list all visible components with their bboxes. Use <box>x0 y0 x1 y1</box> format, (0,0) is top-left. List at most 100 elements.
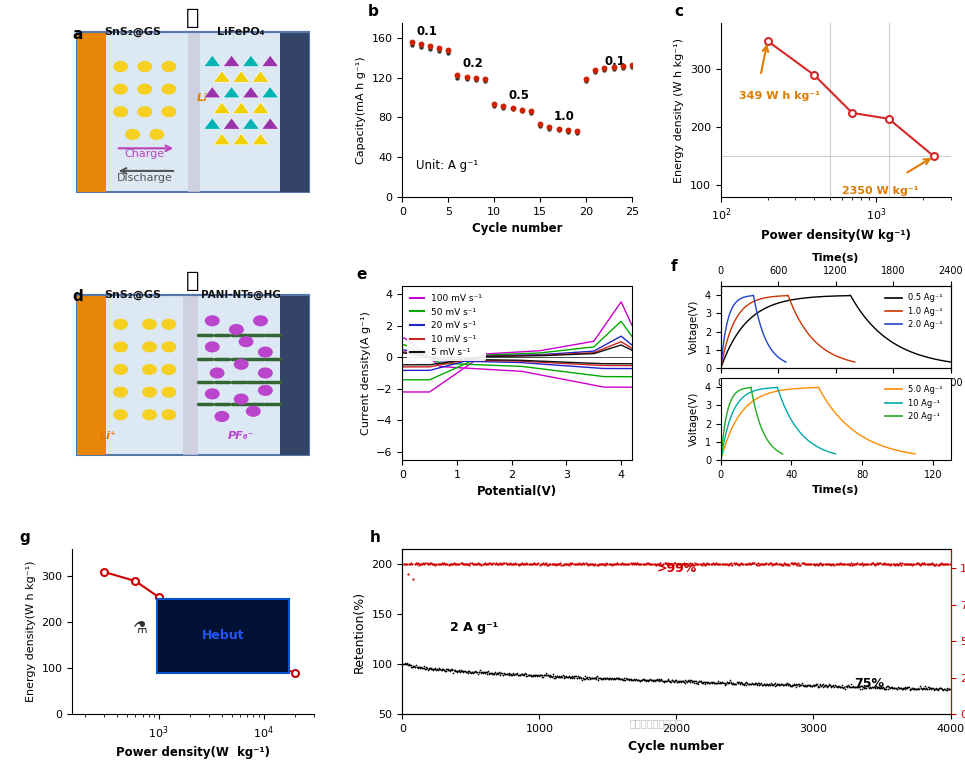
Point <box>810 558 825 571</box>
Point <box>606 63 621 75</box>
Point <box>875 558 891 570</box>
Point <box>524 670 539 683</box>
Point <box>919 558 934 570</box>
Point <box>769 678 785 690</box>
Point <box>425 663 440 675</box>
Point <box>512 669 528 681</box>
Point <box>423 662 438 674</box>
Point <box>699 677 714 690</box>
Point <box>602 672 618 684</box>
Point <box>581 673 596 685</box>
Point <box>730 676 745 688</box>
Point <box>926 684 942 696</box>
Point <box>451 664 466 677</box>
Point <box>619 672 634 684</box>
Point <box>703 677 718 689</box>
Point <box>758 677 773 690</box>
Point <box>719 676 734 688</box>
Circle shape <box>150 130 163 139</box>
Text: SnS₂@GS: SnS₂@GS <box>104 27 161 38</box>
Point <box>532 669 547 681</box>
Point <box>869 557 885 569</box>
Point <box>488 667 504 680</box>
Point <box>523 107 538 119</box>
Point <box>700 557 715 569</box>
Point <box>713 677 729 689</box>
Point <box>507 558 522 570</box>
Point <box>786 558 801 571</box>
Point <box>593 558 609 570</box>
Point <box>743 677 758 690</box>
Point <box>555 669 570 681</box>
Point <box>791 678 807 690</box>
Point <box>750 677 765 690</box>
Point <box>534 669 549 681</box>
Point <box>765 679 781 691</box>
Point <box>539 558 555 571</box>
Point <box>482 558 497 570</box>
Point <box>696 676 711 688</box>
Circle shape <box>206 389 219 399</box>
Point <box>424 663 439 675</box>
Point <box>658 674 674 687</box>
Point <box>572 670 588 683</box>
Point <box>451 664 466 676</box>
Point <box>681 674 697 687</box>
Point <box>420 662 435 674</box>
Point <box>880 683 896 695</box>
Point <box>403 558 419 570</box>
Point <box>707 677 723 689</box>
Point <box>656 677 672 689</box>
Point <box>606 672 621 684</box>
Point <box>918 683 933 695</box>
Point <box>794 558 810 570</box>
Polygon shape <box>242 55 260 67</box>
Point <box>833 681 848 694</box>
Point <box>858 682 873 694</box>
Point <box>737 558 753 570</box>
Point <box>627 674 643 687</box>
Point <box>939 684 954 696</box>
Point <box>708 677 724 690</box>
Point <box>924 558 940 570</box>
Point <box>679 676 695 688</box>
Point <box>537 558 552 570</box>
Point <box>841 679 856 691</box>
Point <box>888 682 903 694</box>
Point <box>841 558 856 571</box>
Point <box>657 675 673 687</box>
Point <box>837 680 852 693</box>
Point <box>577 670 593 683</box>
Circle shape <box>234 359 248 369</box>
Point <box>699 558 714 571</box>
Point <box>918 558 933 570</box>
Point <box>484 558 500 571</box>
Point <box>937 683 952 695</box>
Point <box>586 558 601 571</box>
Point <box>449 558 464 571</box>
Point <box>610 557 625 569</box>
Polygon shape <box>233 71 250 82</box>
Point <box>674 675 689 687</box>
Point <box>569 127 585 140</box>
Point <box>558 671 573 684</box>
Point <box>813 557 828 569</box>
Point <box>868 681 883 694</box>
Point <box>796 557 812 569</box>
Point <box>752 677 767 690</box>
Point <box>597 673 613 685</box>
Point <box>525 558 540 570</box>
Point <box>626 558 642 570</box>
Circle shape <box>162 387 176 397</box>
Point <box>917 557 932 569</box>
Polygon shape <box>213 71 231 82</box>
Point <box>668 674 683 687</box>
Point <box>618 558 633 571</box>
Point <box>707 558 723 570</box>
Point <box>792 558 808 571</box>
Point <box>867 680 882 693</box>
Point <box>653 673 669 685</box>
Point <box>701 677 716 689</box>
Point <box>722 558 737 570</box>
Point <box>703 558 719 571</box>
